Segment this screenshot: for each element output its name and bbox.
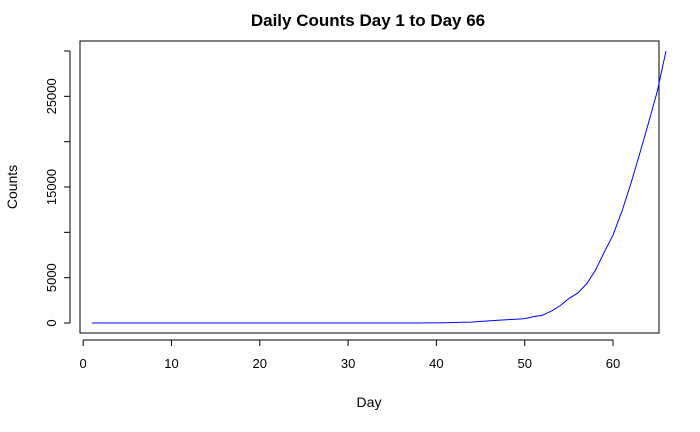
y-tick-label: 0 bbox=[44, 319, 59, 326]
y-axis: 0 5000 15000 25000 bbox=[44, 50, 71, 327]
y-tick-label: 25000 bbox=[44, 78, 59, 114]
x-axis: 0 10 20 30 40 50 60 bbox=[80, 339, 620, 371]
x-tick-label: 30 bbox=[341, 356, 355, 371]
x-tick-label: 20 bbox=[253, 356, 267, 371]
y-tick-label: 5000 bbox=[44, 263, 59, 292]
x-tick-label: 0 bbox=[80, 356, 87, 371]
y-tick-label: 15000 bbox=[44, 169, 59, 205]
series-line bbox=[92, 50, 667, 324]
x-tick-label: 40 bbox=[429, 356, 443, 371]
x-tick-label: 60 bbox=[606, 356, 620, 371]
x-axis-label: Day bbox=[357, 394, 382, 410]
y-axis-label: Counts bbox=[4, 165, 20, 209]
chart-title: Daily Counts Day 1 to Day 66 bbox=[251, 11, 485, 30]
x-tick-label: 10 bbox=[164, 356, 178, 371]
series-layer bbox=[92, 50, 667, 324]
plot-frame bbox=[79, 40, 660, 334]
x-tick-label: 50 bbox=[517, 356, 531, 371]
